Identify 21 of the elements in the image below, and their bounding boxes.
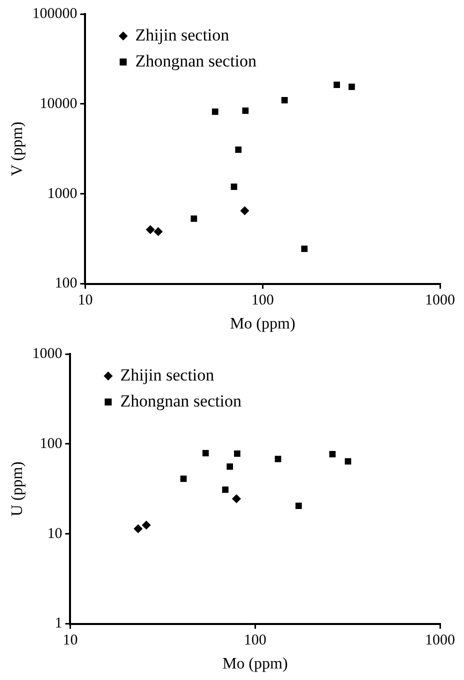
y-axis-title: U (ppm) (8, 462, 26, 516)
x-tick-label: 10 (78, 292, 93, 309)
y-tick-label: 10000 (40, 96, 78, 112)
x-tick-label: 100 (251, 292, 274, 309)
y-tick-label: 1 (54, 616, 62, 632)
y-tick-label: 1000 (47, 186, 78, 202)
y-axis-title: V (ppm) (8, 122, 26, 176)
y-tick-label: 10 (47, 526, 62, 542)
y-tick-label: 100000 (32, 6, 78, 22)
y-tick-label: 1000 (32, 346, 62, 362)
x-tick-label: 1000 (425, 292, 455, 309)
x-tick-label: 1000 (425, 632, 455, 649)
legend-label: Zhongnan section (135, 51, 258, 70)
legend-label: Zhijin section (135, 25, 230, 44)
legend-label: Zhongnan section (120, 391, 242, 410)
x-axis-title: Mo (ppm) (230, 316, 296, 333)
y-tick-label: 100 (54, 276, 78, 292)
y-tick-label: 100 (40, 436, 62, 452)
x-axis-title: Mo (ppm) (222, 656, 288, 673)
legend-label: Zhijin section (120, 365, 215, 384)
x-tick-label: 100 (244, 632, 266, 649)
